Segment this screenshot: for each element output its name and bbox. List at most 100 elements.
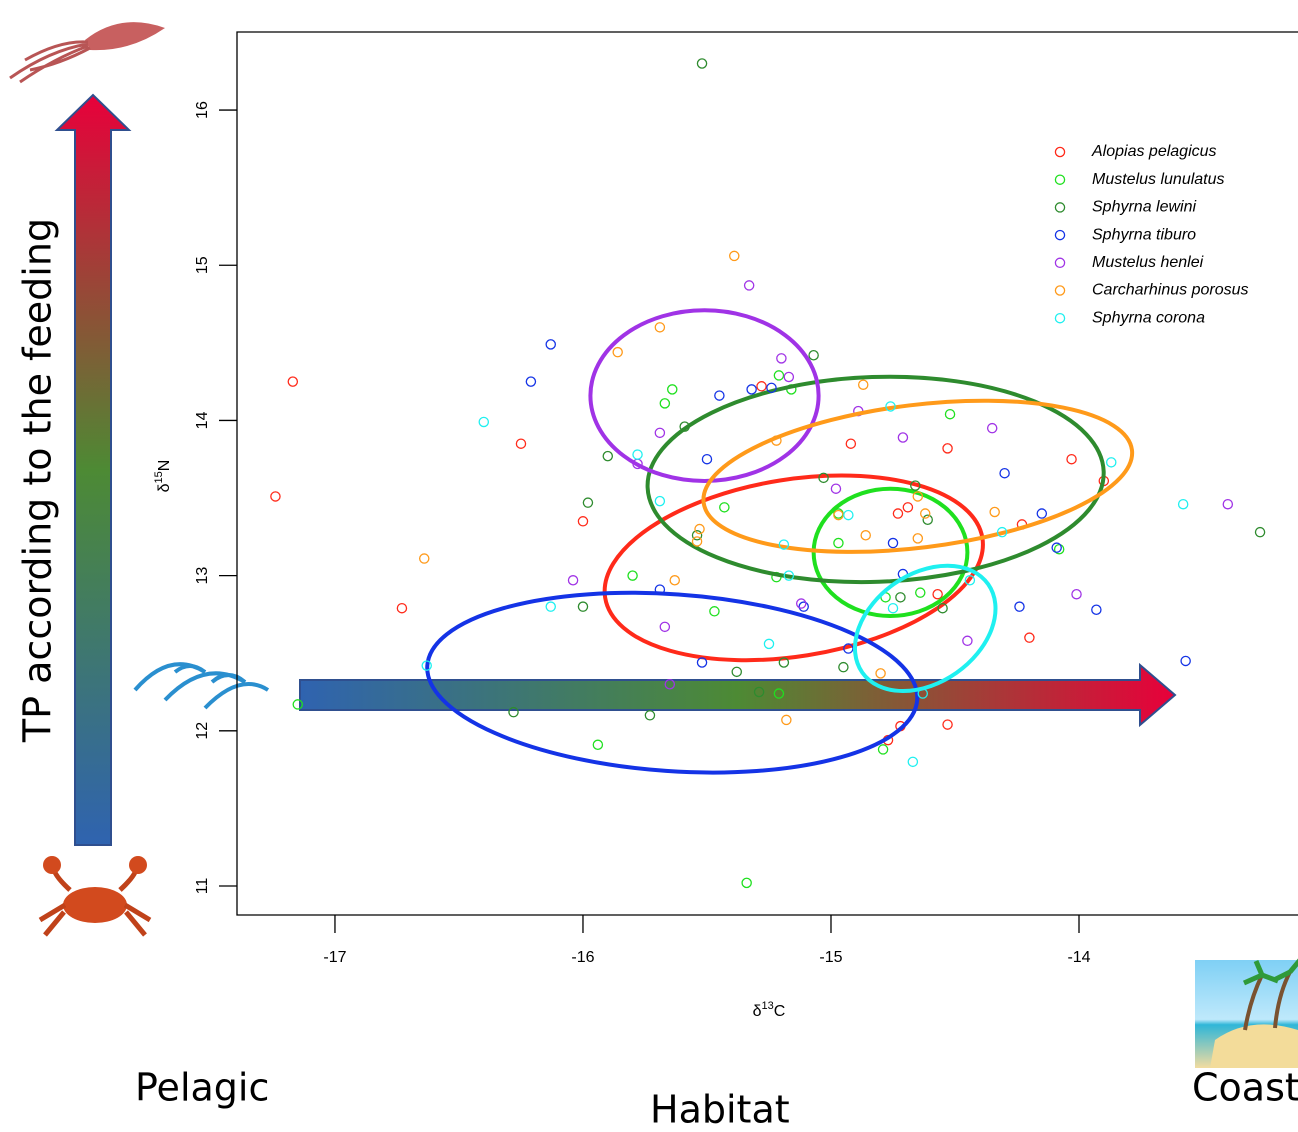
point — [645, 711, 654, 720]
point — [655, 323, 664, 332]
point — [861, 531, 870, 540]
point — [546, 602, 555, 611]
point — [1179, 500, 1188, 509]
point — [628, 571, 637, 580]
point — [288, 377, 297, 386]
habitat-label: Habitat — [650, 1088, 790, 1128]
legend-marker — [1055, 258, 1064, 267]
point — [923, 515, 932, 524]
point — [888, 538, 897, 547]
point — [660, 399, 669, 408]
legend-marker — [1055, 175, 1064, 184]
point — [943, 720, 952, 729]
point — [893, 509, 902, 518]
point — [479, 417, 488, 426]
point — [990, 507, 999, 516]
point — [1015, 602, 1024, 611]
y-axis-label-part: δ — [156, 483, 173, 492]
x-tick-label: -15 — [819, 949, 842, 966]
point — [1223, 500, 1232, 509]
legend-marker — [1055, 286, 1064, 295]
point — [526, 377, 535, 386]
point — [516, 439, 525, 448]
point — [710, 607, 719, 616]
point — [745, 281, 754, 290]
point — [1052, 543, 1061, 552]
point — [1067, 455, 1076, 464]
y-tick-label: 14 — [194, 411, 211, 429]
point — [603, 452, 612, 461]
x-axis-label-part: 13 — [762, 1000, 774, 1012]
point — [916, 588, 925, 597]
point — [777, 354, 786, 363]
point — [730, 251, 739, 260]
point — [1072, 590, 1081, 599]
point — [655, 497, 664, 506]
point — [1000, 469, 1009, 478]
legend-label: Alopias pelagicus — [1091, 143, 1217, 160]
point — [668, 385, 677, 394]
point — [903, 503, 912, 512]
x-axis-label-part: δ — [753, 1003, 762, 1020]
point — [420, 554, 429, 563]
point — [568, 576, 577, 585]
legend-marker — [1055, 231, 1064, 240]
legend-label: Sphyrna corona — [1092, 309, 1205, 326]
point — [1255, 528, 1264, 537]
point — [695, 524, 704, 533]
pelagic-label: Pelagic — [135, 1066, 269, 1110]
x-tick-label: -14 — [1067, 949, 1090, 966]
point — [878, 745, 887, 754]
point — [1037, 509, 1046, 518]
point — [633, 450, 642, 459]
y-axis-label-part: N — [156, 460, 173, 472]
point — [655, 428, 664, 437]
point — [908, 757, 917, 766]
point — [397, 604, 406, 613]
legend-marker — [1055, 314, 1064, 323]
point — [546, 340, 555, 349]
waves-icon — [135, 664, 268, 708]
point — [945, 410, 954, 419]
point — [715, 391, 724, 400]
figure: TP according to the feeding Pelagic Habi… — [0, 0, 1298, 1127]
legend-marker — [1055, 203, 1064, 212]
point — [844, 510, 853, 519]
legend-label: Carcharhinus porosus — [1092, 282, 1249, 299]
point — [898, 433, 907, 442]
squid-icon — [10, 22, 165, 82]
point — [1107, 458, 1116, 467]
x-tick-label: -17 — [323, 949, 346, 966]
point — [913, 534, 922, 543]
point — [613, 348, 622, 357]
y-tick-label: 15 — [194, 256, 211, 274]
point — [896, 593, 905, 602]
plot-frame — [237, 32, 1298, 915]
point — [702, 455, 711, 464]
point — [933, 590, 942, 599]
point — [988, 424, 997, 433]
habitat-arrow — [300, 665, 1175, 725]
point — [782, 715, 791, 724]
point — [809, 351, 818, 360]
point — [578, 517, 587, 526]
y-tick-label: 16 — [194, 101, 211, 119]
point — [697, 59, 706, 68]
point — [774, 371, 783, 380]
feeding-arrow — [57, 95, 129, 845]
point — [660, 622, 669, 631]
point — [1092, 605, 1101, 614]
crab-icon — [40, 856, 150, 935]
y-tick-label: 11 — [194, 878, 211, 895]
x-axis-label-part: C — [774, 1003, 786, 1020]
point — [921, 509, 930, 518]
page: {"chart_data": {"type": "scatter", "xlab… — [0, 0, 1298, 1127]
point — [876, 669, 885, 678]
point — [593, 740, 602, 749]
point — [888, 604, 897, 613]
legend-label: Mustelus lunulatus — [1092, 171, 1225, 188]
point — [834, 538, 843, 547]
y-axis-label: δ15N — [153, 460, 173, 493]
legend-label: Mustelus henlei — [1092, 254, 1204, 271]
point — [831, 484, 840, 493]
